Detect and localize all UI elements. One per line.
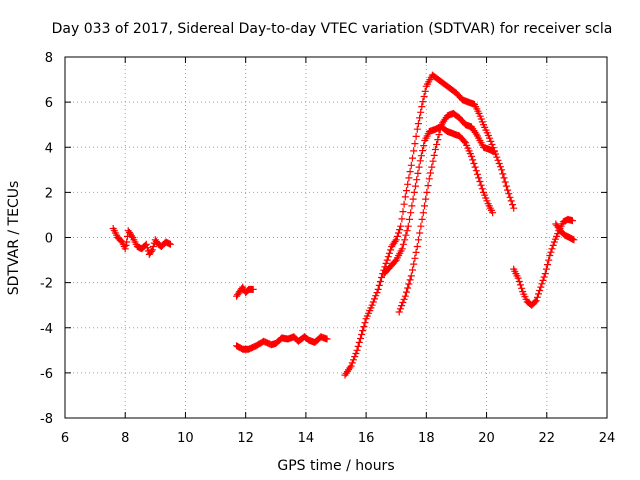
y-tick-label: -6 xyxy=(40,367,53,382)
y-tick-label: 6 xyxy=(45,96,53,111)
series-arc-4 xyxy=(341,71,518,379)
series-arc-6 xyxy=(380,123,497,278)
x-tick-label: 22 xyxy=(539,431,556,446)
y-tick-label: 0 xyxy=(45,232,53,247)
x-tick-label: 24 xyxy=(599,431,616,446)
x-tick-label: 20 xyxy=(478,431,495,446)
y-tick-label: 8 xyxy=(45,51,53,66)
series-arc-1 xyxy=(109,225,174,258)
y-tick-label: 4 xyxy=(45,141,53,156)
series-arc-8 xyxy=(552,220,578,244)
y-tick-label: -2 xyxy=(40,277,53,292)
x-tick-label: 12 xyxy=(237,431,254,446)
data-points xyxy=(109,71,578,379)
series-arc-2 xyxy=(233,283,257,300)
data-point-markers xyxy=(233,333,331,353)
chart-title: Day 033 of 2017, Sidereal Day-to-day VTE… xyxy=(52,21,613,37)
y-tick-label: -4 xyxy=(40,322,53,337)
series-arc-3 xyxy=(233,333,331,353)
data-point-markers xyxy=(233,283,257,300)
x-axis-label: GPS time / hours xyxy=(277,458,394,474)
data-point-markers xyxy=(109,225,174,258)
x-tick-label: 16 xyxy=(358,431,375,446)
grid xyxy=(65,57,607,418)
x-tick-label: 14 xyxy=(298,431,315,446)
data-point-markers xyxy=(341,71,518,379)
data-point-markers xyxy=(380,123,497,278)
data-point-markers xyxy=(552,220,578,244)
x-tick-label: 6 xyxy=(61,431,69,446)
y-axis-label: SDTVAR / TECUs xyxy=(6,181,22,296)
x-tick-label: 18 xyxy=(418,431,435,446)
data-point-markers xyxy=(510,215,576,309)
x-tick-label: 10 xyxy=(177,431,194,446)
y-tick-label: 2 xyxy=(45,186,53,201)
y-tick-label: -8 xyxy=(40,412,53,427)
series-arc-7 xyxy=(510,215,576,309)
x-tick-label: 8 xyxy=(121,431,129,446)
